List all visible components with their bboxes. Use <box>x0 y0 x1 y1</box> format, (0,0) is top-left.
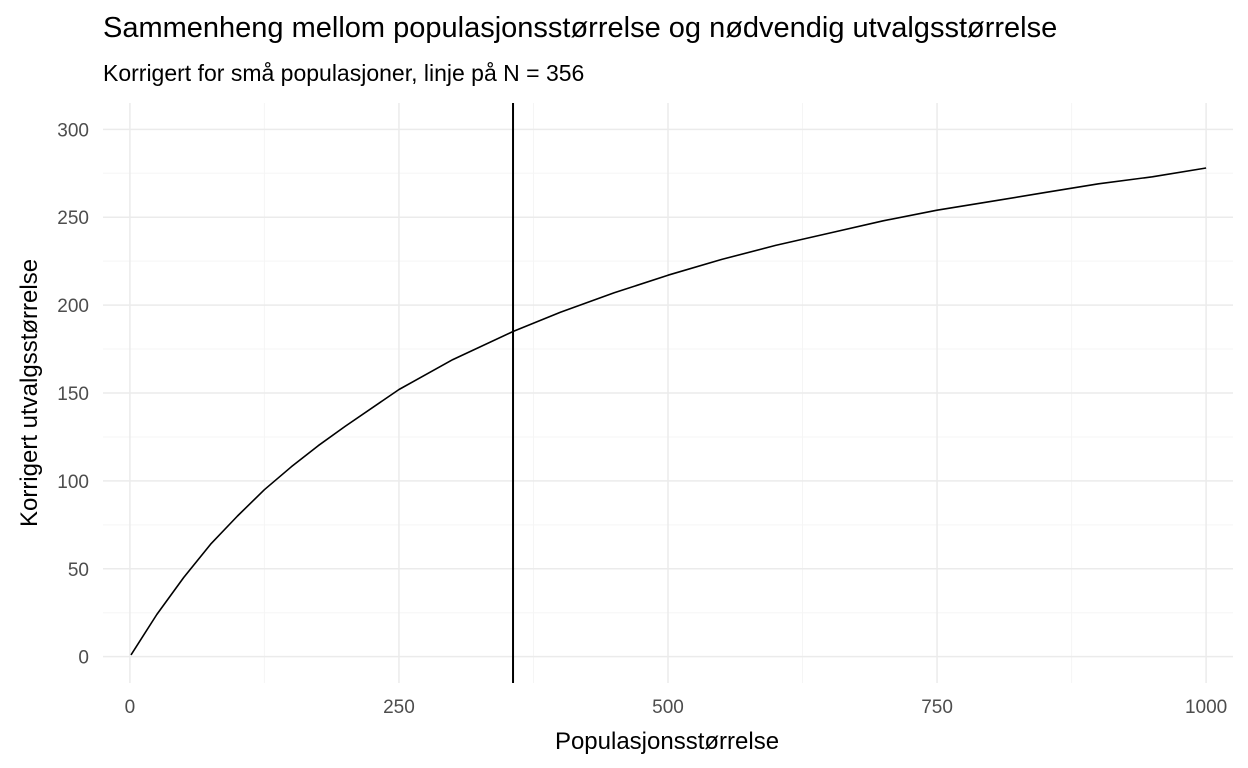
y-tick-label: 100 <box>57 472 89 493</box>
chart-title: Sammenheng mellom populasjonsstørrelse o… <box>103 12 1058 44</box>
x-tick-label: 0 <box>125 697 136 718</box>
y-tick-label: 300 <box>57 120 89 141</box>
x-tick-label: 1000 <box>1185 697 1227 718</box>
x-tick-label: 250 <box>383 697 415 718</box>
y-axis-title: Korrigert utvalgsstørrelse <box>16 259 43 527</box>
y-tick-label: 150 <box>57 384 89 405</box>
y-tick-label: 250 <box>57 208 89 229</box>
x-tick-labels: 0 250 500 750 1000 <box>125 697 1228 718</box>
series-line <box>130 167 1207 656</box>
chart-subtitle: Korrigert for små populasjoner, linje på… <box>103 60 585 86</box>
x-axis-title: Populasjonsstørrelse <box>555 728 779 755</box>
series-layer <box>130 167 1207 656</box>
x-tick-label: 750 <box>921 697 953 718</box>
y-tick-label: 200 <box>57 296 89 317</box>
y-tick-labels: 0 50 100 150 200 250 300 <box>57 120 89 668</box>
major-grid <box>103 103 1233 683</box>
y-tick-label: 50 <box>68 560 89 581</box>
x-tick-label: 500 <box>652 697 684 718</box>
y-tick-label: 0 <box>78 648 89 669</box>
